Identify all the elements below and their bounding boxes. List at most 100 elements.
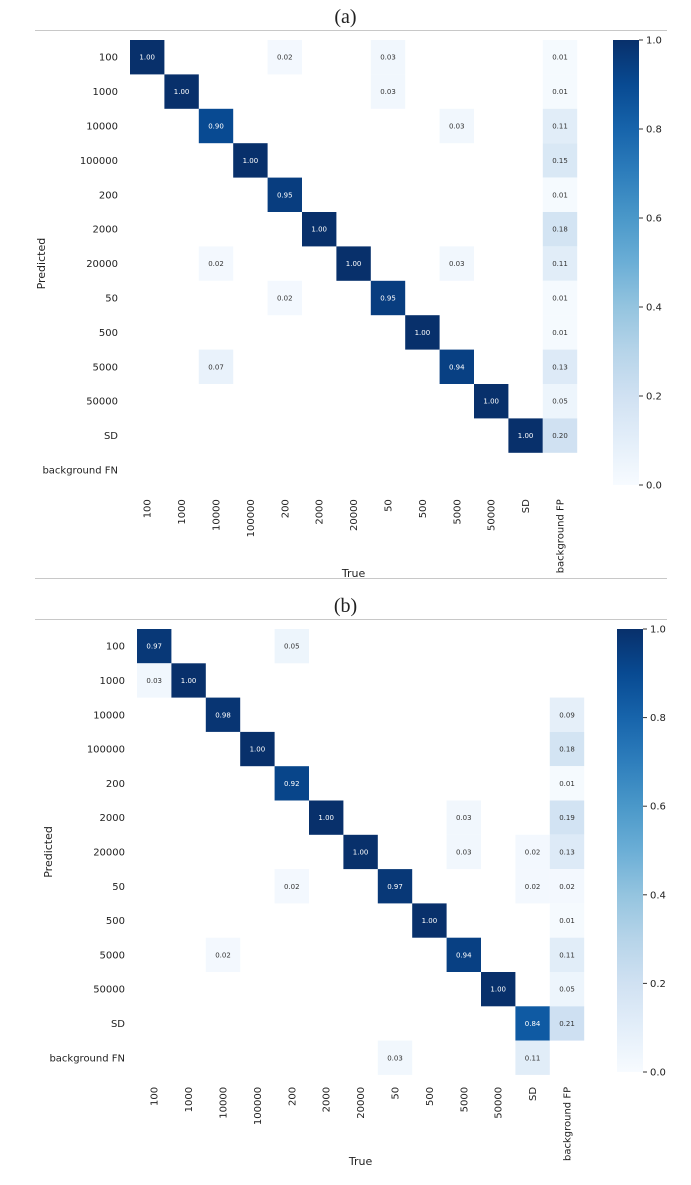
cell-value-label: 0.94 <box>456 951 472 959</box>
y-tick-label: 50 <box>105 294 118 305</box>
heatmap-cell <box>137 663 172 698</box>
cell-value-label: 0.05 <box>284 643 300 651</box>
y-tick-label: 200 <box>106 779 125 790</box>
x-tick-label: 100 <box>150 1087 161 1106</box>
cell-value-label: 0.05 <box>559 986 575 994</box>
heatmap-cell <box>549 697 585 732</box>
y-tick-label: 10000 <box>93 710 125 721</box>
x-tick-label: 100 <box>143 499 154 518</box>
heatmap-cell <box>542 315 578 350</box>
heatmap-cell <box>198 349 234 384</box>
cell-value-label: 1.00 <box>490 986 506 994</box>
heatmap-cell <box>205 697 241 732</box>
cell-value-label: 0.02 <box>277 54 293 62</box>
cell-value-label: 0.90 <box>208 123 224 131</box>
cell-value-label: 0.21 <box>559 1020 575 1028</box>
cell-value-label: 0.02 <box>525 848 541 856</box>
heatmap-cell <box>481 972 516 1007</box>
y-tick-label: 5000 <box>93 362 118 373</box>
y-tick-label: background FN <box>49 1053 125 1064</box>
colorbar-tick-label: 1.0 <box>646 36 662 47</box>
y-tick-label: 20000 <box>93 847 125 858</box>
heatmap-cell <box>377 869 413 904</box>
heatmap-cell <box>164 74 199 109</box>
heatmap-cell <box>439 349 474 384</box>
heatmap-cell <box>549 731 585 767</box>
panel-divider <box>35 578 667 579</box>
heatmap-cell <box>542 40 578 75</box>
cell-value-label: 0.09 <box>559 711 575 719</box>
heatmap-cell <box>205 937 241 972</box>
cell-value-label: 0.92 <box>284 780 300 788</box>
heatmap-cell <box>240 731 275 767</box>
x-tick-label: 50000 <box>487 499 498 531</box>
x-tick-label: 100000 <box>253 1087 264 1125</box>
heatmap-cell <box>198 108 234 144</box>
x-tick-label: 50000 <box>494 1087 505 1119</box>
colorbar-tick-label: 0.0 <box>650 1068 666 1079</box>
heatmap-cell <box>542 177 578 212</box>
cell-value-label: 0.94 <box>449 363 465 371</box>
y-tick-label: 100000 <box>80 156 118 167</box>
heatmap-cell <box>302 212 337 247</box>
y-tick-label: 1000 <box>100 676 125 687</box>
cell-value-label: 0.02 <box>559 883 575 891</box>
cell-value-label: 0.95 <box>277 191 293 199</box>
y-tick-label: 200 <box>99 190 118 201</box>
cell-value-label: 0.95 <box>380 295 396 303</box>
cell-value-label: 0.05 <box>552 398 568 406</box>
cell-value-label: 1.00 <box>422 917 438 925</box>
heatmap-cell <box>515 869 550 904</box>
cell-value-label: 0.02 <box>277 295 293 303</box>
heatmap-cell <box>549 766 585 801</box>
panel-b-label: (b) <box>333 595 358 617</box>
colorbar-tick-label: 0.2 <box>650 979 666 990</box>
heatmap-cell <box>267 280 302 316</box>
confusion-matrix-a: 1.00 0.02 0.03 0.01 1.00 0.03 0.01 0.90 0.03 0.11… <box>35 36 662 581</box>
heatmap-cell <box>549 937 585 972</box>
cell-value-label: 0.98 <box>215 711 231 719</box>
heatmap-cell <box>370 74 406 109</box>
x-tick-label: 20000 <box>349 499 360 531</box>
heatmap-cell <box>542 349 578 384</box>
cell-value-label: 0.11 <box>552 260 568 268</box>
x-axis-title: True <box>348 1155 373 1168</box>
heatmap-cell <box>542 384 578 419</box>
heatmap-cell <box>542 418 578 453</box>
cell-value-label: 1.00 <box>318 814 334 822</box>
cell-value-label: 0.03 <box>449 260 465 268</box>
cell-value-label: 1.00 <box>415 329 431 337</box>
heatmap-cell <box>336 246 371 281</box>
x-tick-label: 5000 <box>459 1087 470 1112</box>
heatmap-cell <box>474 384 509 419</box>
cell-value-label: 0.03 <box>456 814 472 822</box>
heatmap-cell <box>549 800 585 835</box>
colorbar-tick-label: 0.2 <box>646 392 662 403</box>
x-axis-title: True <box>341 567 366 580</box>
heatmap-cell <box>508 418 543 453</box>
y-tick-label: 100000 <box>87 745 125 756</box>
colorbar-tick-label: 0.8 <box>646 125 662 136</box>
panel-a-top-divider <box>35 30 667 31</box>
cell-value-label: 1.00 <box>181 677 197 685</box>
cell-value-label: 1.00 <box>243 157 259 165</box>
heatmap-cell <box>542 246 578 281</box>
cell-value-label: 0.97 <box>387 883 403 891</box>
panel-b-top-divider <box>35 619 667 620</box>
heatmap-cell <box>515 1040 550 1075</box>
x-tick-label: 500 <box>418 499 429 518</box>
cell-value-label: 0.15 <box>552 157 568 165</box>
heatmap-cell <box>439 246 474 281</box>
heatmap-cell <box>515 1006 550 1041</box>
heatmap-cell <box>549 869 585 904</box>
heatmap-cell <box>274 869 309 904</box>
x-tick-label: 50 <box>391 1087 402 1100</box>
cell-value-label: 0.97 <box>146 643 162 651</box>
x-tick-label: 200 <box>280 499 291 518</box>
cell-value-label: 0.03 <box>380 88 396 96</box>
y-axis-title: Predicted <box>42 826 55 878</box>
x-tick-label: 2000 <box>315 499 326 524</box>
x-tick-label: SD <box>521 499 532 513</box>
y-tick-label: 2000 <box>93 225 118 236</box>
x-tick-label: 100000 <box>246 499 257 537</box>
